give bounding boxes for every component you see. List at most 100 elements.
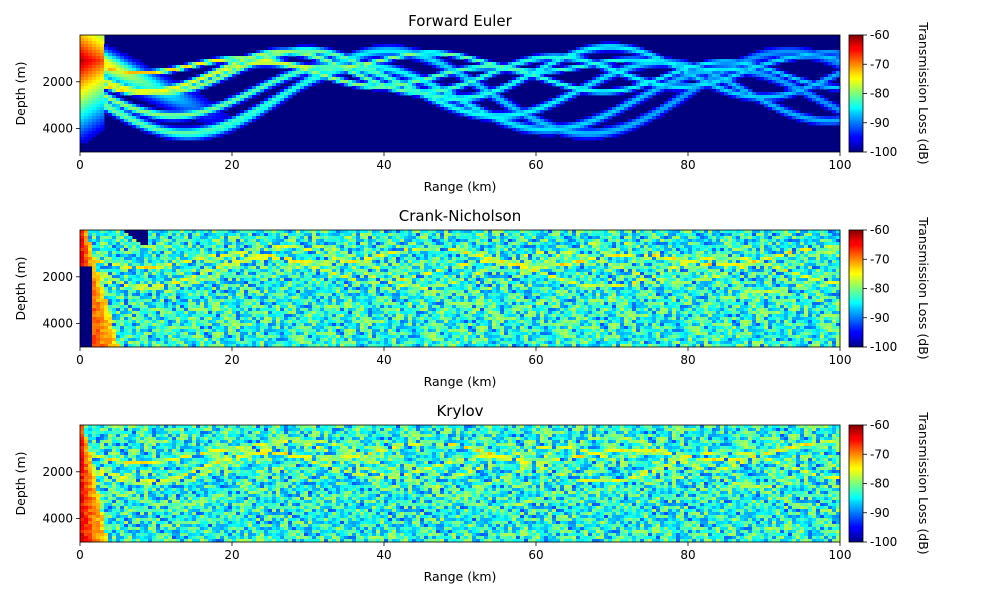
- heatmap-cell: [176, 125, 181, 129]
- heatmap-cell: [80, 140, 85, 144]
- heatmap-cell: [100, 308, 105, 312]
- heatmap-cell: [804, 83, 809, 87]
- heatmap-cell: [140, 299, 145, 303]
- heatmap-cell: [140, 68, 145, 72]
- heatmap-cell: [100, 299, 105, 303]
- heatmap-cell: [480, 95, 485, 99]
- heatmap-cell: [836, 119, 841, 123]
- heatmap-cell: [184, 287, 189, 291]
- heatmap-cell: [552, 80, 557, 84]
- heatmap-cell: [252, 113, 257, 117]
- heatmap-cell: [128, 305, 133, 309]
- heatmap-cell: [152, 269, 157, 273]
- heatmap-cell: [464, 77, 469, 81]
- heatmap-cell: [92, 269, 97, 273]
- heatmap-cell: [476, 98, 481, 102]
- heatmap-cell: [684, 86, 689, 90]
- heatmap-cell: [136, 122, 141, 126]
- heatmap-cell: [252, 338, 257, 342]
- heatmap-cell: [132, 104, 137, 108]
- heatmap-cell: [396, 44, 401, 48]
- heatmap-cell: [172, 65, 177, 69]
- heatmap-cell: [112, 239, 117, 243]
- heatmap-cell: [248, 299, 253, 303]
- heatmap-cell: [396, 71, 401, 75]
- heatmap-cell: [112, 287, 117, 291]
- heatmap-cell: [228, 74, 233, 78]
- heatmap-cell: [144, 80, 149, 84]
- heatmap-cell: [260, 278, 265, 282]
- heatmap-cell: [736, 95, 741, 99]
- heatmap-cell: [232, 296, 237, 300]
- heatmap-cell: [628, 59, 633, 63]
- heatmap-cell: [732, 68, 737, 72]
- heatmap-cell: [728, 86, 733, 90]
- heatmap-cell: [164, 92, 169, 96]
- heatmap-cell: [348, 83, 353, 87]
- heatmap-cell: [100, 248, 105, 252]
- heatmap-cell: [100, 323, 105, 327]
- heatmap-cell: [84, 47, 89, 51]
- heatmap-cell: [540, 62, 545, 66]
- heatmap-cell: [104, 323, 109, 327]
- heatmap-cell: [608, 68, 613, 72]
- heatmap-cell: [204, 131, 209, 135]
- heatmap-cell: [396, 83, 401, 87]
- heatmap-cell: [592, 77, 597, 81]
- heatmap-cell: [216, 299, 221, 303]
- heatmap-cell: [512, 101, 517, 105]
- heatmap-cell: [252, 119, 257, 123]
- heatmap-cell: [536, 104, 541, 108]
- heatmap-cell: [200, 296, 205, 300]
- heatmap-cell: [448, 89, 453, 93]
- heatmap-cell: [216, 116, 221, 120]
- heatmap-cell: [440, 95, 445, 99]
- heatmap-cell: [92, 110, 97, 114]
- heatmap-cell: [564, 83, 569, 87]
- heatmap-cell: [100, 245, 105, 249]
- heatmap-cell: [104, 101, 109, 105]
- heatmap-cell: [488, 71, 493, 75]
- heatmap-cell: [108, 299, 113, 303]
- heatmap-cell: [112, 308, 117, 312]
- heatmap-cell: [140, 314, 145, 318]
- heatmap-cell: [80, 44, 85, 48]
- heatmap-cell: [412, 56, 417, 60]
- heatmap-cell: [156, 296, 161, 300]
- heatmap-cell: [212, 239, 217, 243]
- heatmap-cell: [164, 74, 169, 78]
- heatmap-cell: [168, 65, 173, 69]
- heatmap-cell: [224, 272, 229, 276]
- heatmap-cell: [104, 257, 109, 261]
- heatmap-cell: [124, 290, 129, 294]
- heatmap-cell: [472, 83, 477, 87]
- heatmap-cell: [256, 272, 261, 276]
- heatmap-cell: [84, 95, 89, 99]
- heatmap-cell: [464, 92, 469, 96]
- heatmap-cell: [616, 47, 621, 51]
- heatmap-cell: [148, 317, 153, 321]
- heatmap-cell: [540, 65, 545, 69]
- heatmap-cell: [84, 89, 89, 93]
- heatmap-cell: [80, 107, 85, 111]
- heatmap-cell: [676, 80, 681, 84]
- heatmap-cell: [364, 56, 369, 60]
- heatmap-cell: [716, 71, 721, 75]
- heatmap-cell: [260, 290, 265, 294]
- heatmap-cell: [596, 74, 601, 78]
- heatmap-cell: [152, 329, 157, 333]
- heatmap-cell: [256, 104, 261, 108]
- heatmap-cell: [160, 338, 165, 342]
- heatmap-cell: [104, 275, 109, 279]
- heatmap-cell: [400, 80, 405, 84]
- heatmap-cell: [180, 299, 185, 303]
- heatmap-cell: [212, 287, 217, 291]
- heatmap-cell: [240, 284, 245, 288]
- heatmap-cell: [744, 59, 749, 63]
- heatmap-cell: [404, 53, 409, 57]
- heatmap-cell: [240, 95, 245, 99]
- heatmap-cell: [536, 59, 541, 63]
- heatmap-cell: [772, 98, 777, 102]
- heatmap-cell: [292, 65, 297, 69]
- heatmap-cell: [200, 128, 205, 132]
